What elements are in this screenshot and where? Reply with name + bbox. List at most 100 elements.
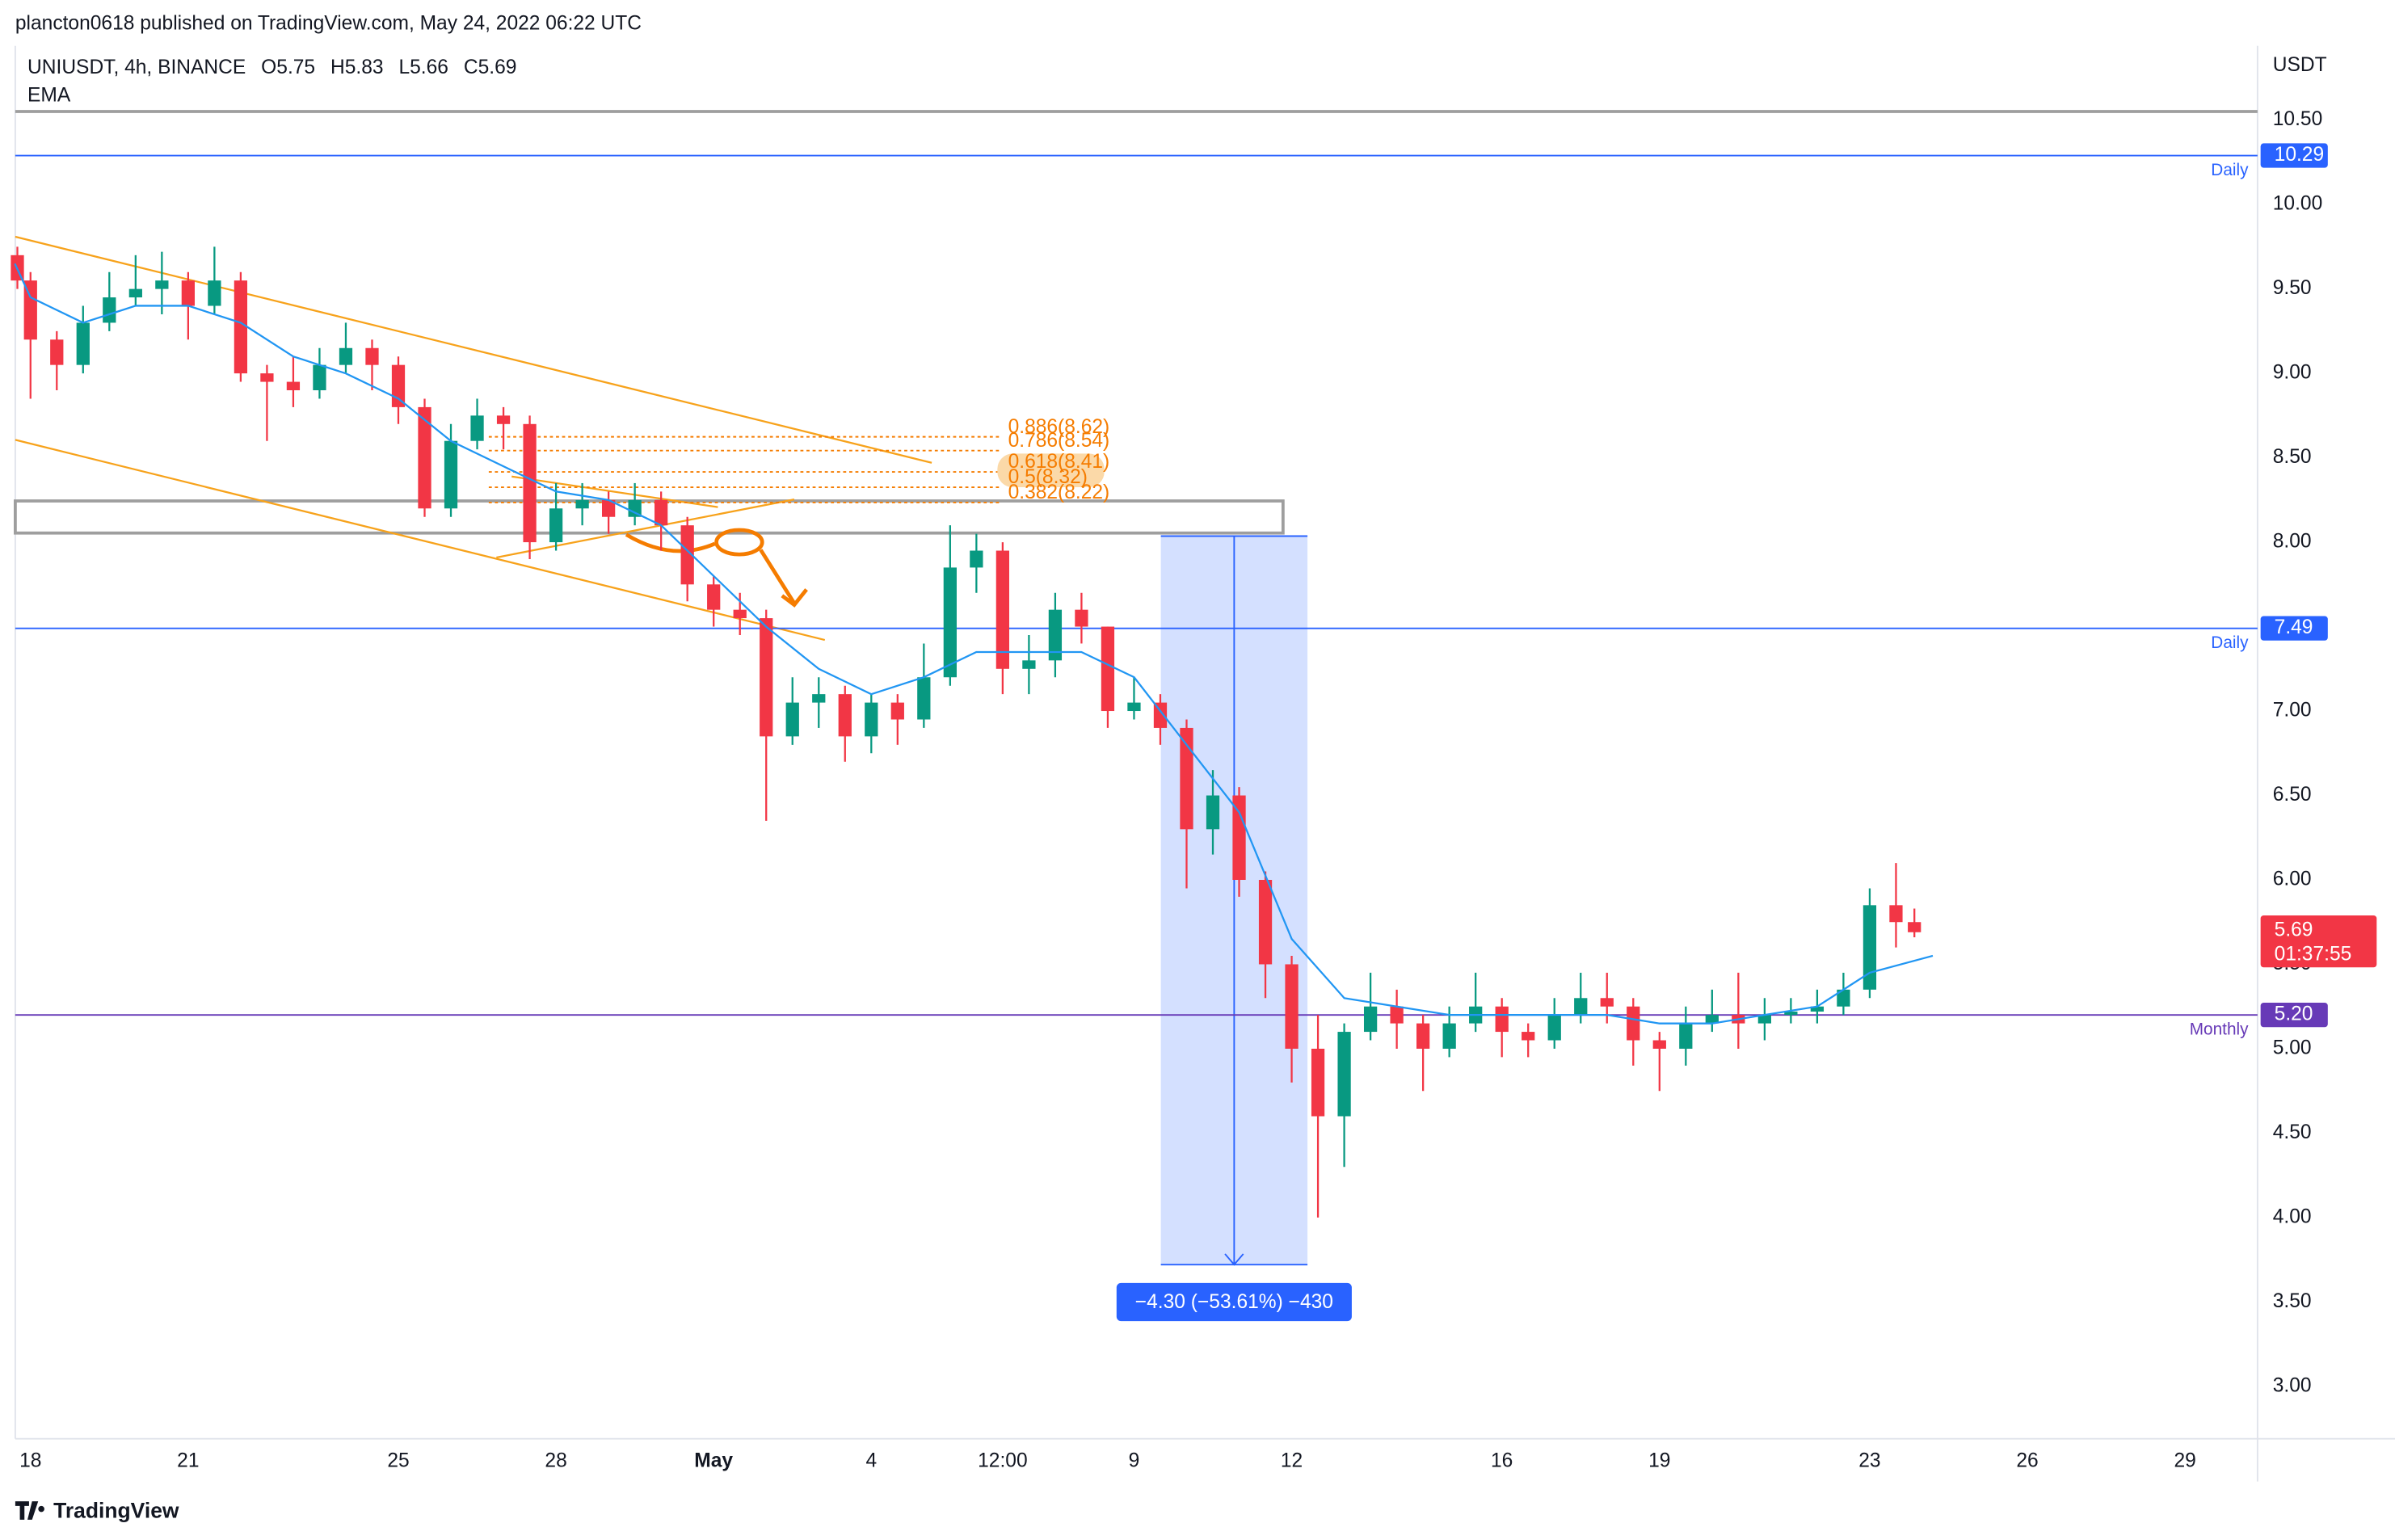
zone-box <box>14 499 1285 535</box>
x-tick-label: 18 <box>19 1450 41 1472</box>
candle-body <box>1784 1011 1798 1016</box>
last-price: 5.69 <box>2275 919 2313 940</box>
y-tick-label: 10.50 <box>2273 108 2322 130</box>
countdown: 01:37:55 <box>2275 944 2352 966</box>
candle-body <box>1600 998 1614 1007</box>
channel-line <box>15 439 826 642</box>
ohlc-key: O <box>261 57 276 79</box>
candle-body <box>838 694 852 737</box>
x-tick-label: 12:00 <box>978 1450 1027 1472</box>
x-tick-label: May <box>694 1450 733 1472</box>
level-tag: Monthly <box>2190 1020 2249 1039</box>
x-tick-label: 4 <box>865 1450 877 1472</box>
ohlc-key: L <box>398 57 410 79</box>
y-tick-label: 4.50 <box>2273 1121 2312 1143</box>
candle-body <box>917 677 931 720</box>
candle-body <box>1522 1032 1535 1041</box>
fib-label: 0.382(8.22) <box>1008 482 1110 503</box>
y-tick-label: 6.50 <box>2273 784 2312 806</box>
candle-body <box>655 499 668 526</box>
candle-body <box>1180 727 1193 830</box>
candle-body <box>628 499 642 517</box>
y-tick-label: 4.00 <box>2273 1205 2312 1227</box>
candle-body <box>865 702 878 737</box>
candle-body <box>103 297 116 323</box>
candle-body <box>313 364 326 390</box>
candle-body <box>286 381 301 390</box>
ema-line <box>14 263 1934 1025</box>
candle-body <box>1390 1006 1404 1024</box>
candle-body <box>1705 1015 1719 1024</box>
brand-logo <box>15 1501 44 1520</box>
candle-body <box>1101 626 1115 712</box>
y-tick-label: 8.00 <box>2273 531 2312 553</box>
y-tick-label: 9.00 <box>2273 362 2312 384</box>
level-price: 10.29 <box>2275 144 2324 166</box>
y-tick-label: 3.50 <box>2273 1290 2312 1312</box>
candle-body <box>1442 1023 1456 1049</box>
level-price: 5.20 <box>2275 1004 2313 1025</box>
candle-body <box>1679 1023 1693 1049</box>
y-tick-label: 10.00 <box>2273 193 2322 215</box>
candle-body <box>1495 1006 1509 1033</box>
candle-body <box>339 347 353 365</box>
candle-body <box>785 702 799 737</box>
candle-body <box>1908 922 1921 932</box>
candle-body <box>1048 609 1063 661</box>
fib-label: 0.886(8.62) <box>1008 416 1110 438</box>
candle-body <box>391 364 406 407</box>
candle-body <box>1206 795 1220 830</box>
brand: TradingView <box>15 1498 179 1522</box>
candle-body <box>76 322 90 365</box>
candle-body <box>260 373 274 382</box>
measure-label-box <box>1116 1282 1352 1322</box>
candle-body <box>496 415 511 424</box>
symbol: UNIUSDT, 4h, BINANCE <box>27 57 246 79</box>
wedge-line <box>511 475 718 508</box>
y-tick-label: 6.00 <box>2273 868 2312 890</box>
ohlc-value: 5.69 <box>478 57 517 79</box>
y-tick-label: 3.00 <box>2273 1374 2312 1396</box>
candle-body <box>444 440 458 509</box>
candle-body <box>1889 905 1903 923</box>
x-tick-label: 26 <box>2016 1450 2038 1472</box>
x-tick-label: 9 <box>1129 1450 1140 1472</box>
candle-body <box>1232 795 1246 880</box>
ohlc-value: 5.83 <box>345 57 384 79</box>
channel-line <box>15 235 932 464</box>
candle-body <box>1075 609 1088 627</box>
x-tick-label: 21 <box>177 1450 199 1472</box>
x-tick-label: 16 <box>1491 1450 1513 1472</box>
ohlc-key: C <box>464 57 478 79</box>
ohlc-value: 5.75 <box>276 57 315 79</box>
fib-labels: 0.886(8.62) 0.786(8.54) 0.618(8.41) 0.5(… <box>1008 416 1110 503</box>
candle-body <box>1285 964 1299 1049</box>
candle-body <box>943 567 957 678</box>
legend-header: UNIUSDT, 4h, BINANCE O5.75 H5.83 L5.66 C5.69 <box>27 57 516 79</box>
candle-body <box>1547 1015 1561 1041</box>
last-price-box <box>2260 915 2377 968</box>
candle-body <box>890 702 904 720</box>
plot-area: −4.30 (−53.61%) −430 0.886(8.62) 0.786(8… <box>11 45 2395 1482</box>
candle-body <box>970 550 983 568</box>
candle-body <box>470 415 484 441</box>
attribution: plancton0618 published on TradingView.co… <box>15 13 642 35</box>
fib-label: 0.618(8.41) <box>1008 451 1110 473</box>
candle-body <box>760 618 773 737</box>
candle-body <box>23 280 37 340</box>
x-tick-label: 23 <box>1858 1450 1880 1472</box>
candle-body <box>680 525 694 585</box>
x-tick-label: 25 <box>387 1450 409 1472</box>
candle-body <box>1337 1032 1351 1117</box>
candle-body <box>181 280 195 306</box>
candle-body <box>208 280 221 306</box>
candle-body <box>601 499 616 517</box>
level-price-box <box>2260 1003 2328 1028</box>
candle-body <box>128 288 142 298</box>
candle-body <box>1022 660 1036 669</box>
ohlc-value: 5.66 <box>410 57 448 79</box>
candle-body <box>1810 1006 1825 1012</box>
candle-body <box>523 423 537 543</box>
highlight-circle <box>714 528 764 557</box>
candle-body <box>549 508 563 543</box>
